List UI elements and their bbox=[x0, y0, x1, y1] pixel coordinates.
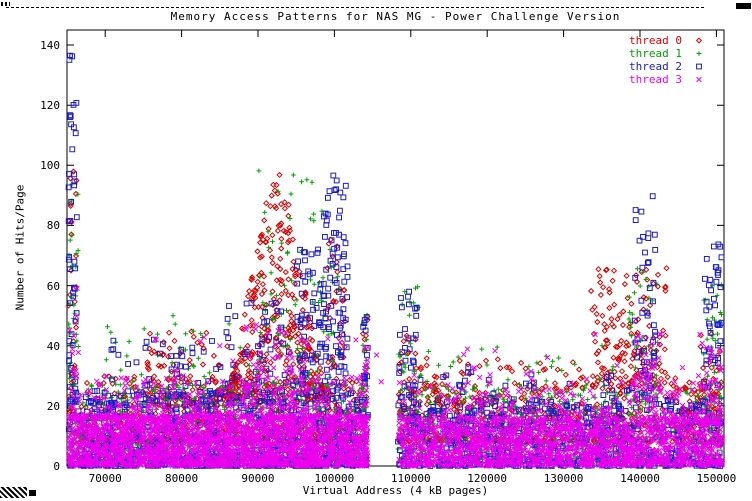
legend-label: thread 0 bbox=[629, 34, 682, 47]
legend-label: thread 3 bbox=[629, 73, 682, 86]
x-tick-label: 120000 bbox=[467, 472, 508, 485]
x-axis-label: Virtual Address (4 kB pages) bbox=[302, 484, 489, 497]
legend-marker-x-icon bbox=[696, 76, 702, 83]
y-tick-label: 60 bbox=[46, 279, 60, 293]
y-tick-label: 0 bbox=[53, 460, 60, 473]
x-tick-label: 140000 bbox=[620, 472, 660, 485]
x-tick-label: 90000 bbox=[241, 472, 275, 485]
legend-item-thread-0: thread 0 bbox=[629, 34, 708, 47]
x-tick-label: 80000 bbox=[165, 472, 199, 485]
y-tick-label: 20 bbox=[46, 399, 60, 413]
chart-title: Memory Access Patterns for NAS MG - Powe… bbox=[170, 10, 621, 23]
y-tick-label: 140 bbox=[40, 39, 60, 53]
legend: thread 0 thread 1 thread 2 thread 3 bbox=[629, 34, 708, 86]
legend-label: thread 2 bbox=[629, 60, 682, 73]
screen-artifact-top-left bbox=[1, 2, 10, 6]
y-tick-label: 40 bbox=[46, 339, 60, 353]
screen-artifact-bottom-left-2 bbox=[29, 490, 36, 496]
y-axis-label: Number of Hits/Page bbox=[13, 184, 27, 311]
screen-artifact-top-dashed-line bbox=[6, 7, 704, 8]
legend-marker-plus-icon bbox=[696, 51, 702, 56]
legend-item-thread-3: thread 3 bbox=[629, 73, 708, 86]
y-tick-label: 100 bbox=[40, 159, 60, 173]
legend-marker-square-open-icon bbox=[696, 63, 702, 70]
y-tick-label: 120 bbox=[40, 99, 60, 113]
screen-artifact-top-right bbox=[736, 3, 751, 9]
legend-marker-diamond-open-icon bbox=[695, 37, 703, 44]
screen-artifact-bottom-left bbox=[0, 487, 27, 498]
legend-item-thread-1: thread 1 bbox=[629, 47, 708, 60]
x-tick-label: 70000 bbox=[88, 472, 122, 485]
x-tick-label: 110000 bbox=[390, 472, 431, 485]
legend-item-thread-2: thread 2 bbox=[629, 60, 708, 73]
legend-label: thread 1 bbox=[629, 47, 682, 60]
x-tick-label: 150000 bbox=[696, 472, 737, 485]
x-tick-label: 100000 bbox=[314, 472, 355, 485]
x-tick-label: 130000 bbox=[543, 472, 584, 485]
y-tick-label: 80 bbox=[46, 219, 60, 233]
plot-border bbox=[66, 29, 725, 467]
scatter-points-thread-3 bbox=[66, 285, 726, 469]
